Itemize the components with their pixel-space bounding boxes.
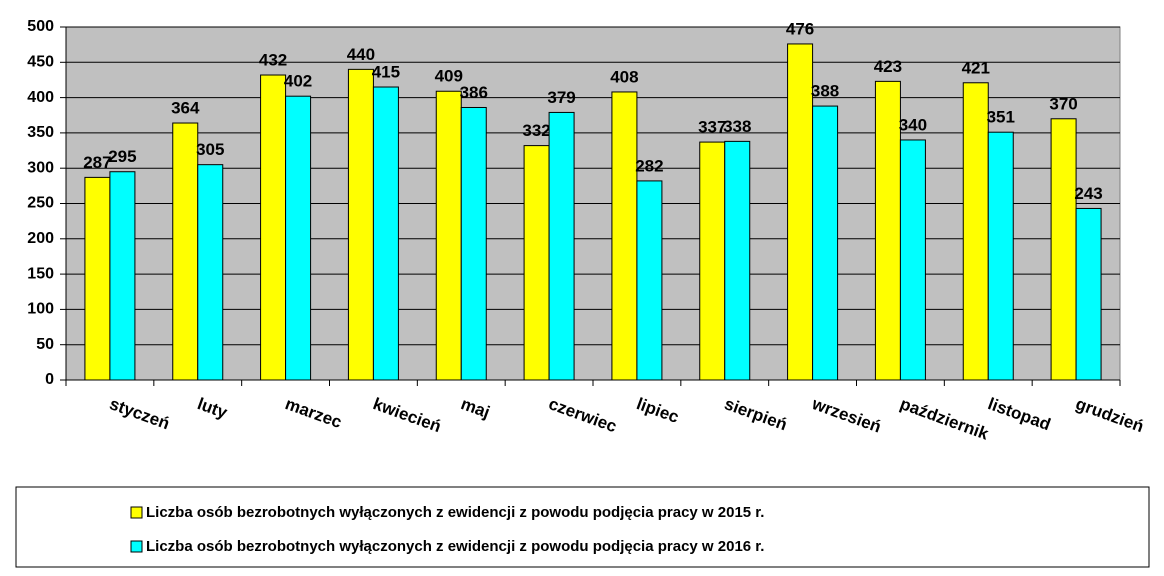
data-label: 282 [635, 156, 663, 175]
bar [962, 82, 989, 381]
data-label: 476 [786, 19, 814, 38]
data-label: 432 [259, 50, 287, 69]
y-tick-label: 150 [27, 265, 54, 282]
y-tick-label: 500 [27, 18, 54, 35]
y-tick-label: 400 [27, 89, 54, 106]
bar [435, 90, 462, 381]
bar [899, 139, 926, 381]
y-tick-label: 450 [27, 54, 54, 71]
bar [1050, 118, 1077, 381]
bar [636, 180, 663, 381]
x-tick-label: listopad [985, 394, 1053, 434]
data-label: 337 [698, 118, 726, 137]
bar [347, 68, 374, 381]
data-label: 305 [196, 140, 224, 159]
bar [548, 111, 575, 381]
bar [874, 80, 901, 381]
bar [260, 74, 287, 381]
data-label: 287 [83, 153, 111, 172]
bar [724, 140, 751, 381]
x-tick-label: maj [458, 394, 492, 422]
y-tick-label: 0 [45, 371, 54, 388]
y-tick-label: 300 [27, 159, 54, 176]
x-tick-label: luty [195, 394, 230, 422]
data-label: 379 [547, 88, 575, 107]
data-label: 386 [460, 83, 488, 102]
x-tick-label: sierpień [722, 394, 790, 434]
data-label: 340 [899, 115, 927, 134]
bar [523, 145, 550, 381]
x-tick-label: styczeń [107, 394, 172, 433]
x-tick-label: marzec [283, 394, 345, 432]
data-label: 332 [522, 121, 550, 140]
y-tick-label: 200 [27, 230, 54, 247]
bar [987, 131, 1014, 381]
data-label: 364 [171, 99, 200, 118]
legend-marker [130, 506, 143, 519]
bar [699, 141, 726, 381]
x-tick-label: październik [898, 394, 992, 444]
x-tick-label: grudzień [1073, 394, 1146, 436]
legend-box [15, 486, 1150, 568]
bar [172, 122, 199, 381]
bar [285, 95, 312, 381]
data-label: 370 [1049, 94, 1077, 113]
data-label: 338 [723, 117, 751, 136]
bar [197, 164, 224, 381]
bar [460, 106, 487, 381]
bar [1075, 207, 1102, 381]
x-tick-label: kwiecień [371, 394, 444, 436]
bar [109, 171, 136, 381]
data-label: 421 [962, 58, 990, 77]
data-label: 402 [284, 72, 312, 91]
y-tick-label: 100 [27, 301, 54, 318]
x-tick-label: wrzesień [809, 394, 884, 437]
data-label: 388 [811, 82, 839, 101]
y-tick-label: 50 [36, 336, 54, 353]
legend-label: Liczba osób bezrobotnych wyłączonych z e… [146, 538, 764, 555]
bar [787, 43, 814, 381]
bar [611, 91, 638, 381]
data-label: 408 [610, 67, 638, 86]
data-label: 295 [108, 147, 136, 166]
legend-label: Liczba osób bezrobotnych wyłączonych z e… [146, 504, 764, 521]
data-label: 243 [1074, 184, 1102, 203]
data-label: 415 [372, 62, 400, 81]
data-label: 351 [987, 108, 1015, 127]
bar [812, 105, 839, 381]
x-tick-label: czerwiec [546, 394, 619, 436]
bar [372, 86, 399, 381]
data-label: 409 [435, 67, 463, 86]
bar [84, 176, 111, 381]
y-tick-label: 250 [27, 195, 54, 212]
data-label: 423 [874, 57, 902, 76]
x-tick-label: lipiec [634, 394, 681, 427]
legend-marker [130, 540, 143, 553]
y-tick-label: 350 [27, 124, 54, 141]
data-label: 440 [347, 45, 375, 64]
